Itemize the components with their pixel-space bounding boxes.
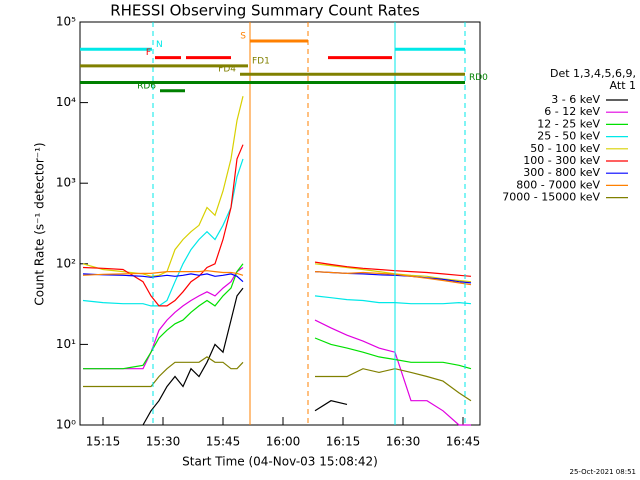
x-axis-label: Start Time (04-Nov-03 15:08:42) (182, 455, 378, 469)
timestamp: 25-Oct-2021 08:51 (570, 468, 636, 476)
flag-label: RD0 (469, 73, 488, 83)
legend-label: 50 - 100 keV (530, 142, 600, 155)
x-tick-label: 16:00 (266, 435, 301, 449)
series-line (142, 287, 348, 426)
chart-title: RHESSI Observing Summary Count Rates (110, 2, 420, 20)
x-tick-label: 15:45 (206, 435, 241, 449)
y-tick-label: 10¹ (56, 337, 76, 351)
series-line (82, 158, 472, 307)
x-tick-label: 15:15 (86, 435, 121, 449)
flag-label: FD4 (218, 65, 236, 75)
legend-label: 7000 - 15000 keV (502, 191, 600, 204)
legend-label: 3 - 6 keV (551, 93, 600, 106)
legend-title: Det 1,3,4,5,6,9, (550, 67, 636, 80)
y-tick-label: 10³ (56, 176, 76, 190)
x-tick-label: 15:30 (146, 435, 181, 449)
legend-label: 300 - 800 keV (523, 166, 600, 179)
flag-label: S (240, 32, 246, 42)
x-tick-label: 16:45 (446, 435, 481, 449)
x-tick-label: 16:15 (326, 435, 361, 449)
y-tick-label: 10⁴ (56, 95, 76, 109)
legend-label: 800 - 7000 keV (516, 178, 600, 191)
series-line (82, 144, 472, 307)
series-line (82, 270, 472, 286)
series-line (83, 356, 472, 402)
flag-label: FD1 (252, 56, 270, 66)
legend-label: 12 - 25 keV (537, 117, 600, 130)
legend-title: Att 1 (610, 79, 636, 92)
legend-label: 6 - 12 keV (544, 105, 600, 118)
plot-frame (79, 21, 481, 426)
series-line (83, 267, 471, 426)
legend-label: 100 - 300 keV (523, 154, 600, 167)
flag-label: N (156, 40, 163, 50)
y-tick-label: 10⁰ (56, 418, 76, 432)
y-tick-label: 10⁵ (56, 15, 76, 29)
x-tick-label: 16:30 (386, 435, 421, 449)
flag-label: RD6 (137, 81, 156, 91)
legend-label: 25 - 50 keV (537, 130, 600, 143)
y-axis-label: Count Rate (s⁻¹ detector⁻¹) (33, 142, 47, 305)
flag-label: F (146, 48, 151, 58)
series-line (83, 263, 472, 370)
y-tick-label: 10² (56, 256, 76, 270)
series-line (82, 96, 472, 283)
